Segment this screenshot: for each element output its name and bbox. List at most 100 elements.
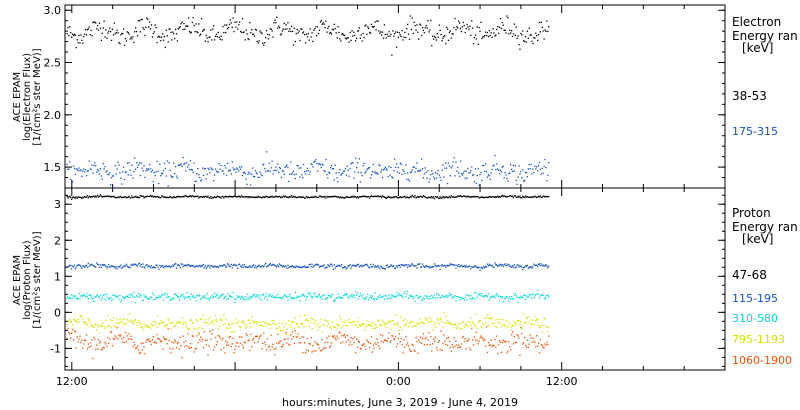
proton-data-point (330, 326, 332, 328)
electron-data-point (471, 166, 473, 168)
proton-data-point (529, 294, 531, 296)
proton-data-point (381, 335, 384, 337)
proton-data-point (423, 343, 425, 346)
proton-data-point (149, 267, 152, 269)
proton-data-point (217, 328, 219, 330)
proton-data-point (204, 295, 206, 297)
proton-data-point (480, 335, 482, 337)
electron-data-point (308, 173, 310, 175)
proton-data-point (281, 196, 283, 199)
proton-data-point (185, 264, 187, 266)
proton-data-point (376, 195, 378, 198)
proton-data-point (408, 196, 411, 199)
proton-data-point (372, 195, 374, 198)
proton-data-point (147, 339, 149, 341)
proton-data-point (468, 325, 470, 327)
proton-data-point (79, 335, 81, 337)
proton-data-point (473, 324, 476, 326)
proton-data-point (68, 331, 70, 334)
proton-data-point (374, 292, 376, 294)
electron-data-point (344, 37, 347, 39)
electron-data-point (118, 41, 120, 44)
proton-data-point (338, 325, 340, 327)
proton-data-point (422, 333, 425, 335)
proton-data-point (317, 329, 320, 331)
proton-data-point (359, 196, 361, 198)
proton-data-point (159, 296, 161, 298)
proton-data-point (476, 296, 478, 298)
electron-data-point (132, 36, 134, 38)
proton-data-point (215, 196, 218, 198)
proton-legend-series-47-68: 47-68 (732, 268, 767, 282)
electron-data-point (328, 25, 330, 28)
proton-data-point (359, 265, 361, 267)
proton-data-point (480, 295, 482, 297)
proton-data-point (316, 196, 318, 198)
proton-data-point (226, 327, 228, 329)
electron-data-point (205, 34, 207, 37)
electron-data-point (183, 23, 185, 25)
electron-data-point (329, 172, 331, 174)
proton-data-point (88, 346, 90, 348)
electron-data-point (526, 176, 528, 178)
proton-data-point (403, 293, 405, 295)
proton-data-point (106, 293, 108, 295)
proton-data-point (353, 321, 355, 323)
proton-data-point (541, 265, 543, 267)
proton-data-point (526, 264, 528, 266)
proton-data-point (110, 319, 112, 321)
electron-data-point (85, 174, 88, 177)
proton-data-point (394, 267, 396, 269)
proton-data-point (229, 327, 231, 329)
proton-data-point (123, 296, 125, 299)
proton-data-point (98, 332, 101, 334)
proton-data-point (430, 297, 432, 300)
proton-data-point (287, 264, 289, 266)
proton-data-point (545, 296, 547, 298)
proton-data-point (393, 324, 395, 326)
proton-data-point (496, 335, 498, 337)
electron-data-point (190, 169, 192, 171)
proton-data-point (508, 264, 510, 266)
electron-data-point (335, 32, 337, 34)
electron-data-point (384, 166, 386, 168)
proton-data-point (192, 195, 194, 197)
proton-data-point (110, 297, 112, 299)
proton-data-point (285, 333, 287, 335)
electron-data-point (213, 25, 215, 27)
proton-data-point (283, 196, 285, 198)
proton-data-point (409, 321, 412, 323)
proton-data-point (371, 266, 373, 268)
proton-data-point (498, 344, 500, 346)
proton-data-point (128, 294, 130, 296)
electron-data-point (300, 28, 302, 30)
electron-data-point (446, 167, 448, 169)
proton-data-point (321, 196, 323, 198)
electron-data-point (537, 39, 539, 41)
proton-data-point (362, 344, 364, 346)
proton-data-point (126, 295, 128, 297)
electron-data-point (407, 172, 409, 174)
proton-data-point (501, 296, 503, 298)
proton-data-point (378, 266, 380, 268)
proton-data-point (205, 267, 207, 269)
electron-data-point (183, 163, 185, 165)
electron-data-point (469, 25, 471, 27)
proton-data-point (548, 326, 550, 329)
electron-data-point (335, 172, 337, 174)
proton-data-point (522, 325, 524, 327)
electron-data-point (375, 172, 377, 175)
proton-data-point (230, 195, 232, 198)
proton-data-point (134, 196, 136, 198)
proton-data-point (379, 347, 381, 349)
proton-data-point (522, 195, 524, 197)
electron-data-point (302, 32, 304, 34)
proton-data-point (209, 197, 211, 199)
electron-data-point (340, 40, 342, 42)
proton-data-point (164, 292, 166, 295)
proton-data-point (242, 319, 244, 322)
proton-data-point (544, 264, 546, 267)
proton-data-point (203, 297, 205, 299)
electron-data-point (324, 27, 326, 29)
